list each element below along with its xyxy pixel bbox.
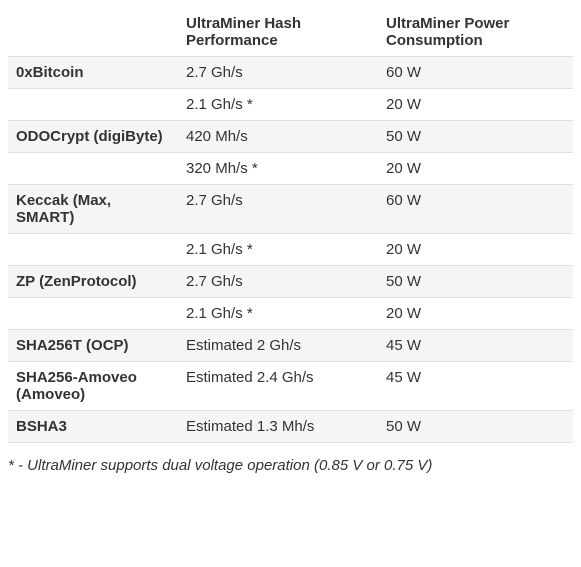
cell-power: 20 W	[378, 153, 573, 185]
cell-algo	[8, 153, 178, 185]
cell-hash: 2.1 Gh/s *	[178, 234, 378, 266]
header-algo	[8, 8, 178, 57]
cell-algo: ODOCrypt (digiByte)	[8, 121, 178, 153]
cell-algo: Keccak (Max, SMART)	[8, 185, 178, 234]
cell-hash: 2.7 Gh/s	[178, 185, 378, 234]
table-row: SHA256T (OCP)Estimated 2 Gh/s45 W	[8, 330, 573, 362]
cell-power: 50 W	[378, 411, 573, 443]
cell-algo	[8, 89, 178, 121]
cell-hash: Estimated 2.4 Gh/s	[178, 362, 378, 411]
cell-algo: BSHA3	[8, 411, 178, 443]
cell-hash: 320 Mh/s *	[178, 153, 378, 185]
cell-hash: 2.1 Gh/s *	[178, 89, 378, 121]
table-row: BSHA3Estimated 1.3 Mh/s50 W	[8, 411, 573, 443]
cell-power: 45 W	[378, 362, 573, 411]
footnote-text: * - UltraMiner supports dual voltage ope…	[8, 457, 573, 474]
cell-algo: 0xBitcoin	[8, 57, 178, 89]
table-row: 2.1 Gh/s *20 W	[8, 234, 573, 266]
cell-power: 50 W	[378, 266, 573, 298]
table-row: Keccak (Max, SMART)2.7 Gh/s60 W	[8, 185, 573, 234]
table-row: 320 Mh/s *20 W	[8, 153, 573, 185]
header-power: UltraMiner Power Consumption	[378, 8, 573, 57]
cell-algo: SHA256T (OCP)	[8, 330, 178, 362]
cell-power: 45 W	[378, 330, 573, 362]
cell-hash: 420 Mh/s	[178, 121, 378, 153]
table-row: 2.1 Gh/s *20 W	[8, 298, 573, 330]
table-row: 0xBitcoin2.7 Gh/s60 W	[8, 57, 573, 89]
cell-power: 60 W	[378, 185, 573, 234]
table-row: 2.1 Gh/s *20 W	[8, 89, 573, 121]
header-hash: UltraMiner Hash Performance	[178, 8, 378, 57]
cell-hash: Estimated 1.3 Mh/s	[178, 411, 378, 443]
cell-power: 20 W	[378, 89, 573, 121]
cell-hash: 2.1 Gh/s *	[178, 298, 378, 330]
cell-hash: 2.7 Gh/s	[178, 57, 378, 89]
cell-power: 50 W	[378, 121, 573, 153]
table-header-row: UltraMiner Hash Performance UltraMiner P…	[8, 8, 573, 57]
cell-power: 20 W	[378, 234, 573, 266]
cell-hash: Estimated 2 Gh/s	[178, 330, 378, 362]
table-row: SHA256-Amoveo (Amoveo)Estimated 2.4 Gh/s…	[8, 362, 573, 411]
cell-algo	[8, 234, 178, 266]
cell-power: 60 W	[378, 57, 573, 89]
cell-algo: ZP (ZenProtocol)	[8, 266, 178, 298]
cell-algo: SHA256-Amoveo (Amoveo)	[8, 362, 178, 411]
table-row: ODOCrypt (digiByte)420 Mh/s50 W	[8, 121, 573, 153]
table-row: ZP (ZenProtocol)2.7 Gh/s50 W	[8, 266, 573, 298]
cell-hash: 2.7 Gh/s	[178, 266, 378, 298]
cell-power: 20 W	[378, 298, 573, 330]
cell-algo	[8, 298, 178, 330]
performance-table: UltraMiner Hash Performance UltraMiner P…	[8, 8, 573, 443]
